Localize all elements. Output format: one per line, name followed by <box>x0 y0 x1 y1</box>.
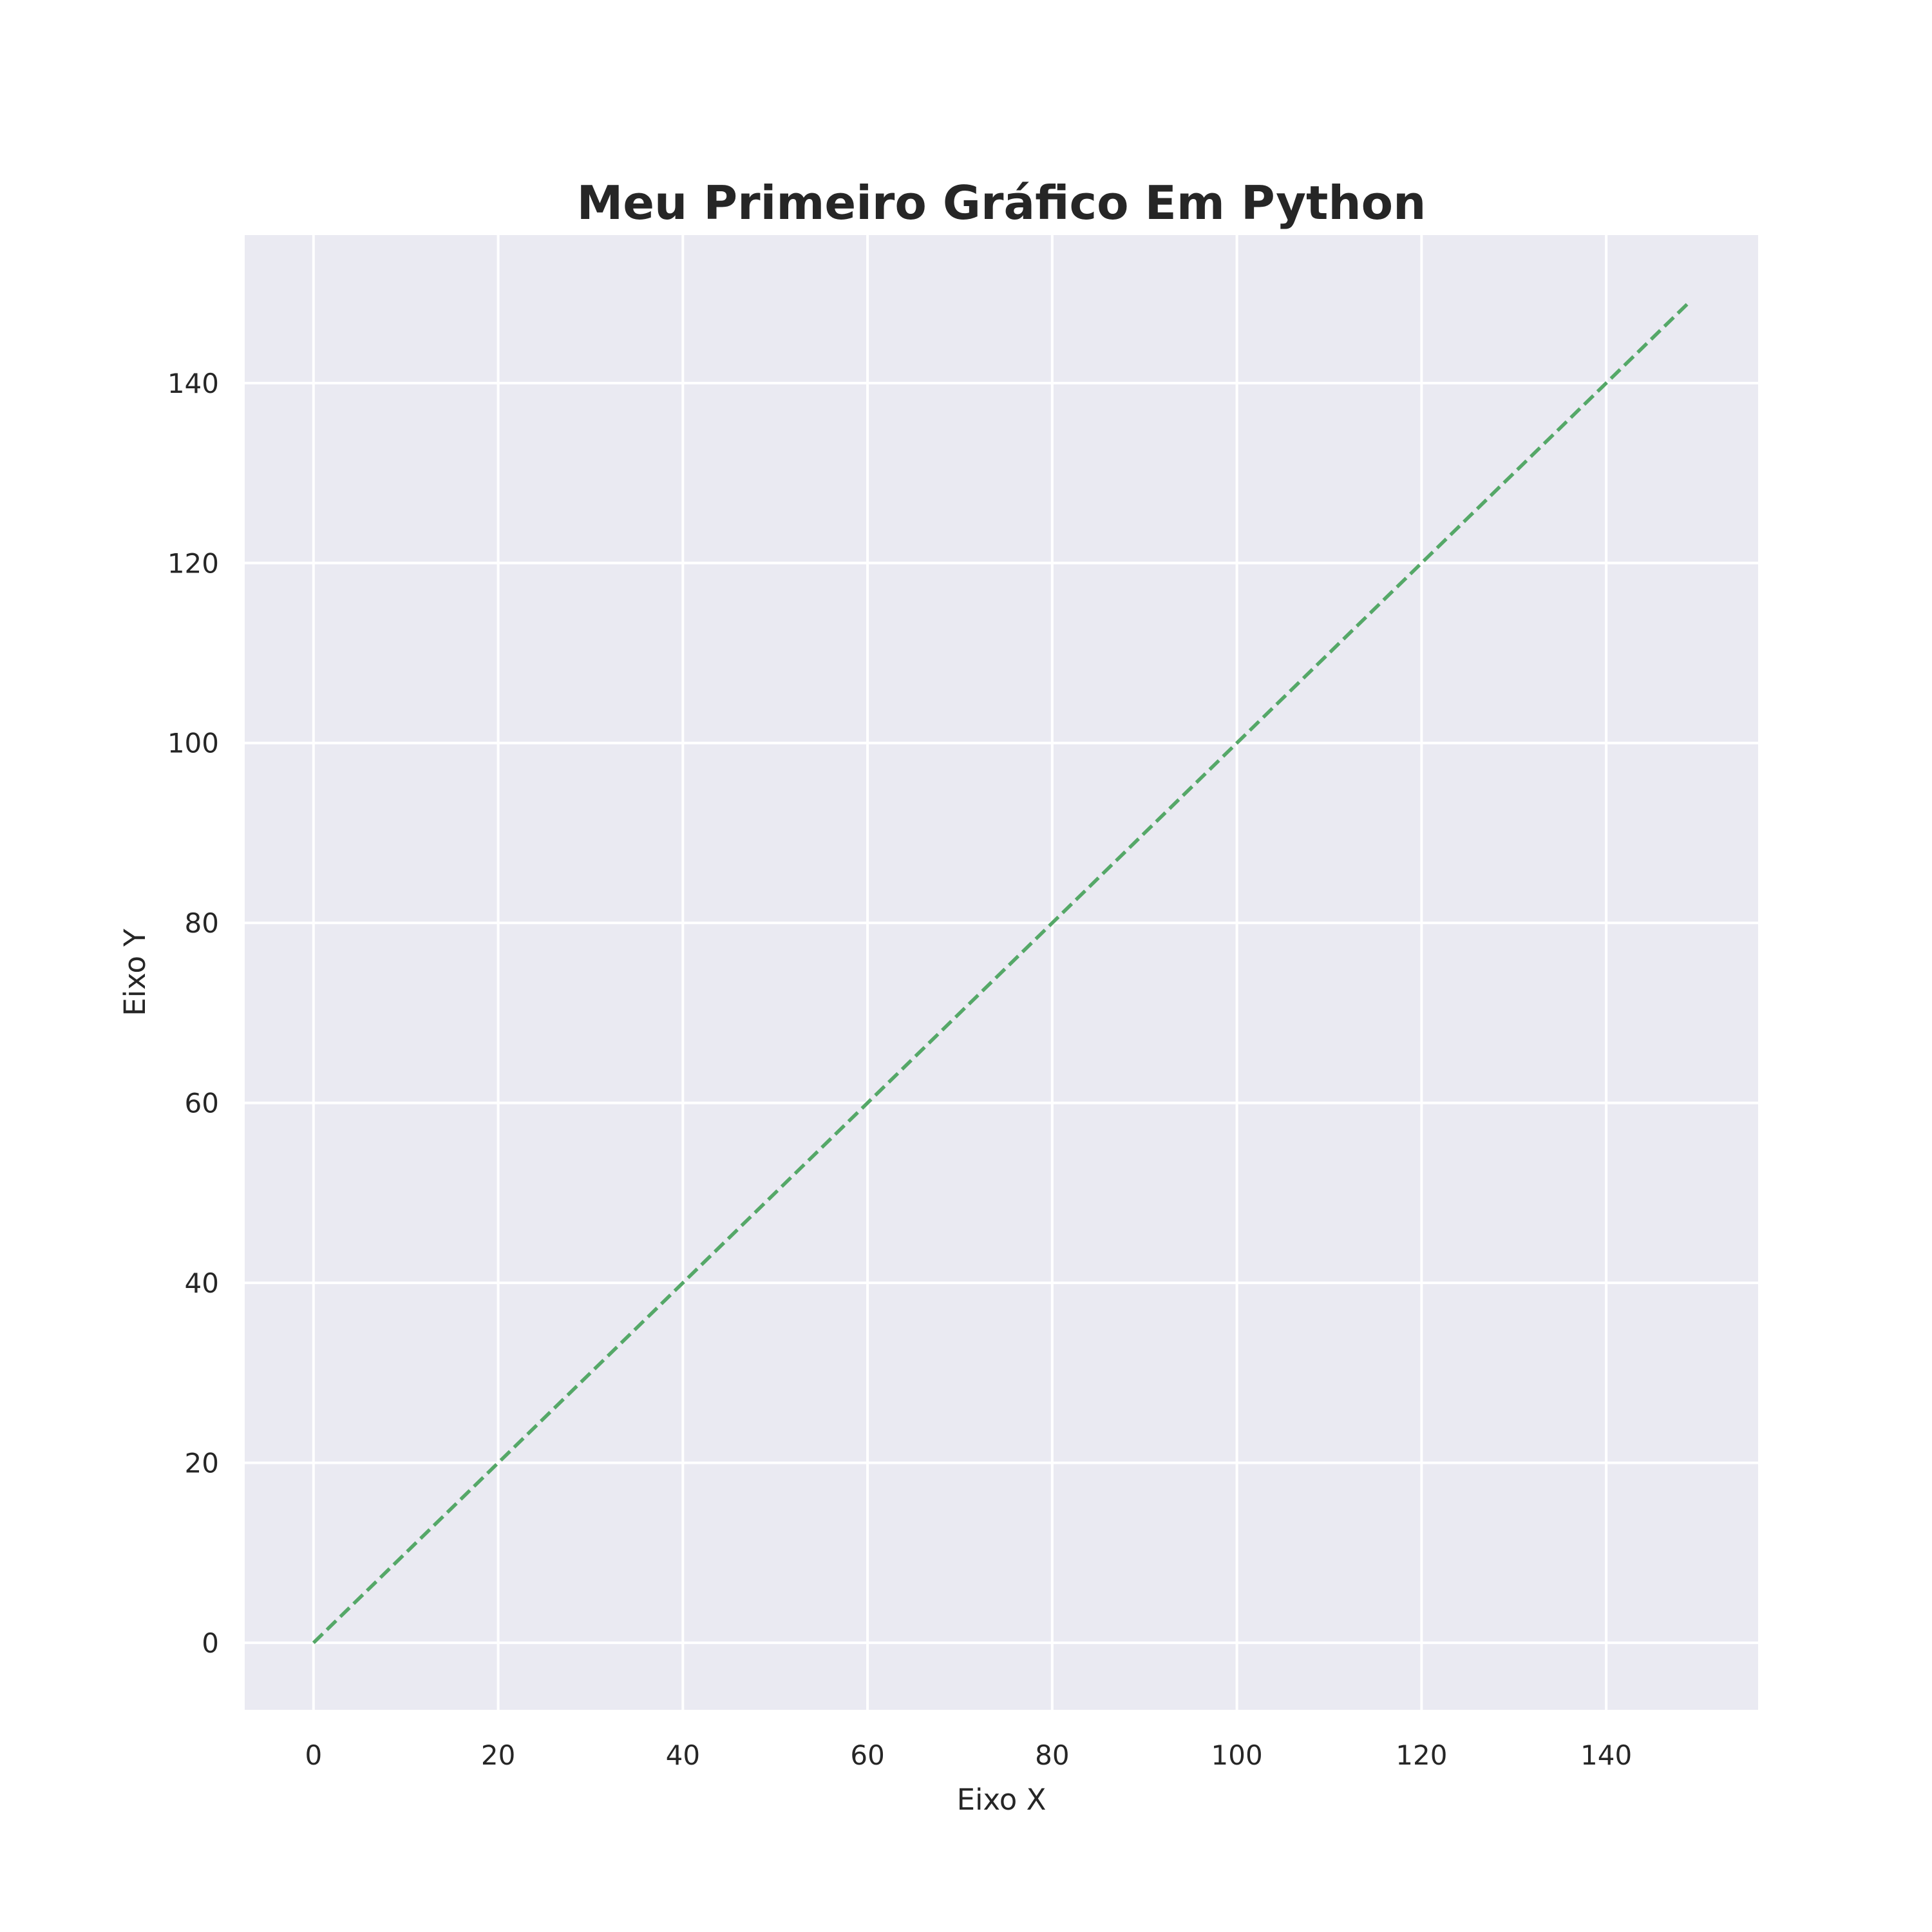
y-tick-label: 20 <box>185 1447 219 1479</box>
y-tick-label: 0 <box>202 1627 219 1659</box>
x-tick-label: 0 <box>305 1739 322 1771</box>
y-tick-label: 120 <box>167 547 219 579</box>
x-tick-label: 120 <box>1396 1739 1447 1771</box>
series-line <box>312 301 1691 1644</box>
y-tick-label: 140 <box>167 368 219 399</box>
x-tick-label: 60 <box>850 1739 884 1771</box>
y-tick-label: 40 <box>185 1267 219 1299</box>
x-tick-label: 100 <box>1211 1739 1263 1771</box>
chart-title: Meu Primeiro Gráfico Em Python <box>577 176 1426 230</box>
x-tick-label: 40 <box>666 1739 700 1771</box>
x-tick-label: 20 <box>481 1739 515 1771</box>
grid-lines <box>245 235 1758 1710</box>
x-tick-label: 140 <box>1580 1739 1632 1771</box>
x-tick-label: 80 <box>1035 1739 1069 1771</box>
tick-labels: 0 20 40 60 80 100 120 140 0 20 40 60 80 100 120 140 <box>167 368 1632 1771</box>
y-tick-label: 60 <box>185 1088 219 1119</box>
x-axis-label: Eixo X <box>957 1783 1046 1817</box>
y-tick-label: 80 <box>185 907 219 939</box>
series-layer <box>312 301 1691 1644</box>
y-tick-label: 100 <box>167 728 219 759</box>
y-axis-label: Eixo Y <box>118 929 152 1016</box>
